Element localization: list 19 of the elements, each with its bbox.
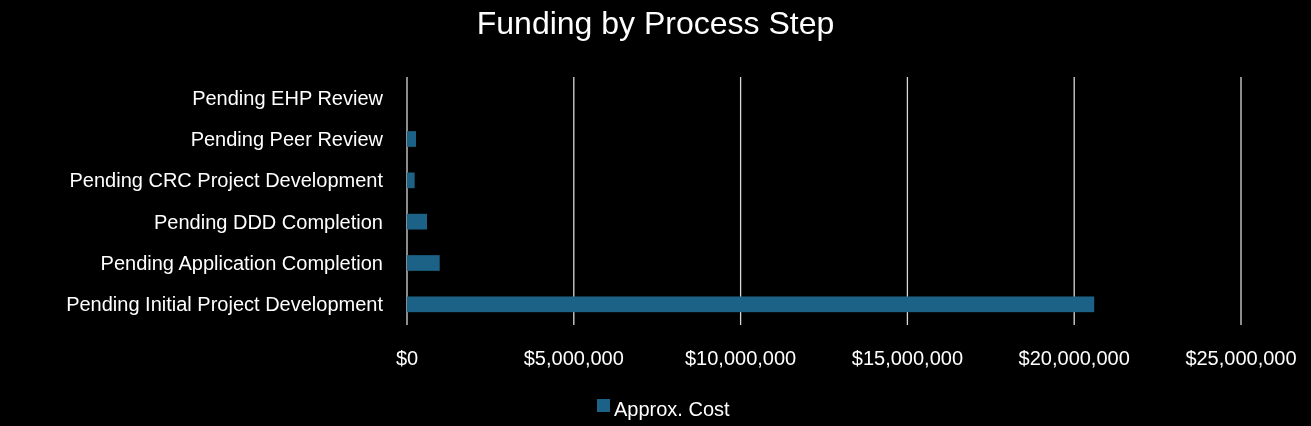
- y-tick-label: Pending CRC Project Development: [69, 169, 384, 192]
- y-tick-label: Pending DDD Completion: [153, 210, 383, 233]
- x-tick-label: $5,000,000: [523, 347, 624, 369]
- bar: [407, 172, 415, 189]
- x-tick-label: $20,000,000: [1018, 347, 1130, 369]
- x-tick-label: $10,000,000: [684, 347, 797, 369]
- bar: [407, 213, 428, 230]
- bar: [407, 296, 1095, 313]
- y-tick-label: Pending Application Completion: [100, 252, 383, 274]
- x-tick-label: $25,000,000: [1185, 347, 1297, 369]
- bar: [407, 131, 417, 147]
- y-tick-label: Pending EHP Review: [192, 86, 384, 109]
- y-tick-label: Pending Peer Review: [190, 128, 384, 150]
- legend-label: Approx. Cost: [614, 398, 731, 420]
- x-tick-label: $15,000,000: [851, 347, 964, 369]
- chart-title: Funding by Process Step: [476, 5, 835, 41]
- y-tick-label: Pending Initial Project Development: [66, 293, 384, 316]
- bar: [407, 255, 440, 271]
- x-tick-label: $0: [395, 347, 419, 369]
